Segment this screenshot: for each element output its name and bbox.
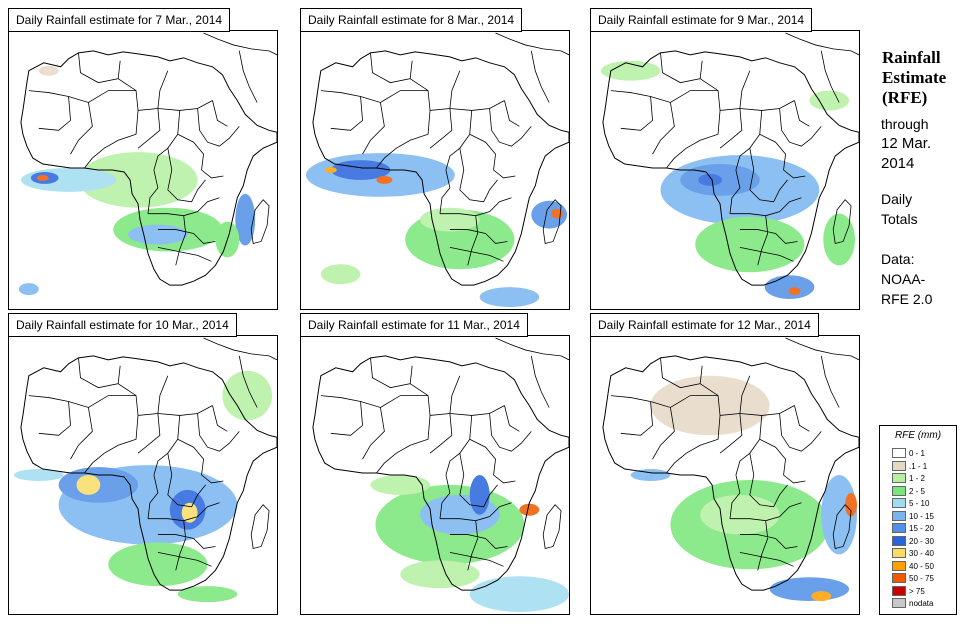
legend-label: 10 - 15	[909, 511, 934, 521]
data-source-2: RFE 2.0	[881, 291, 933, 307]
legend-swatch	[892, 510, 906, 521]
legend-swatch	[892, 448, 906, 458]
legend-label: 20 - 30	[909, 536, 934, 546]
panel-title: Daily Rainfall estimate for 11 Mar., 201…	[300, 313, 528, 337]
rainfall-map	[8, 30, 278, 310]
through-label: through	[881, 116, 929, 132]
legend-item: 0 - 1	[892, 448, 925, 459]
rainfall-map	[300, 30, 570, 310]
through-date-line-2: 2014	[881, 155, 915, 172]
rainfall-panel-mar-8: Daily Rainfall estimate for 8 Mar., 2014	[300, 8, 570, 310]
legend-swatch	[892, 548, 906, 558]
title-line-2: Estimate	[882, 68, 947, 87]
legend-swatch	[892, 473, 906, 483]
data-source-1: NOAA-	[881, 271, 926, 287]
legend-title: RFE (mm)	[894, 430, 942, 441]
legend-item: 1 - 2	[892, 473, 925, 484]
rainfall-panel-mar-11: Daily Rainfall estimate for 11 Mar., 201…	[300, 313, 570, 615]
rainfall-map	[590, 30, 860, 310]
legend-label: nodata	[909, 599, 934, 608]
rainfall-map	[300, 335, 570, 615]
legend-label: 1 - 2	[909, 474, 926, 483]
legend-label: 40 - 50	[909, 561, 934, 571]
panel-title: Daily Rainfall estimate for 10 Mar., 201…	[8, 313, 237, 337]
rainfall-panel-mar-9: Daily Rainfall estimate for 9 Mar., 2014	[590, 8, 860, 310]
legend-label: 30 - 40	[909, 549, 934, 558]
legend-item: 50 - 75	[892, 573, 934, 584]
rainfall-panel-mar-7: Daily Rainfall estimate for 7 Mar., 2014	[8, 8, 278, 310]
daily-label-1: Daily	[881, 191, 913, 207]
daily-label-2: Totals	[881, 211, 918, 227]
legend-swatch	[892, 523, 906, 533]
legend-item: 15 - 20	[892, 523, 934, 534]
legend-label: 15 - 20	[909, 524, 934, 533]
legend-item: 30 - 40	[892, 548, 934, 559]
legend-swatch	[892, 560, 906, 571]
legend-item: 40 - 50	[892, 560, 934, 572]
legend-item: .1 - 1	[892, 460, 928, 472]
legend-label: 2 - 5	[909, 486, 926, 496]
legend-label: 0 - 1	[909, 449, 926, 458]
title-line-3: (RFE)	[882, 88, 928, 107]
panel-title: Daily Rainfall estimate for 8 Mar., 2014	[300, 8, 523, 32]
legend-item: 5 - 10	[892, 498, 929, 509]
title-line-1: Rainfall	[882, 48, 941, 67]
data-label: Data:	[881, 251, 915, 267]
legend-item: 10 - 15	[892, 510, 934, 522]
legend-item: nodata	[892, 598, 933, 609]
rainfall-panel-mar-10: Daily Rainfall estimate for 10 Mar., 201…	[8, 313, 278, 615]
legend-label: 5 - 10	[909, 499, 930, 508]
rainfall-panel-mar-12: Daily Rainfall estimate for 12 Mar., 201…	[590, 313, 860, 615]
legend-swatch	[892, 535, 906, 546]
panel-title: Daily Rainfall estimate for 12 Mar., 201…	[590, 313, 819, 337]
sidebar-title: Rainfall Estimate (RFE)	[882, 48, 946, 108]
legend-label: > 75	[909, 586, 925, 596]
legend-label: 50 - 75	[909, 574, 934, 583]
legend-swatch	[892, 498, 906, 508]
legend-swatch	[892, 460, 906, 471]
legend-swatch	[892, 485, 906, 496]
legend-label: .1 - 1	[909, 461, 928, 471]
legend-swatch	[892, 573, 906, 583]
legend-item: 20 - 30	[892, 535, 934, 547]
panel-title: Daily Rainfall estimate for 7 Mar., 2014	[8, 8, 231, 32]
rainfall-map	[590, 335, 860, 615]
legend-swatch	[892, 598, 906, 608]
legend-swatch	[892, 585, 906, 596]
legend-item: 2 - 5	[892, 485, 926, 497]
legend-item: > 75	[892, 585, 925, 597]
panel-title: Daily Rainfall estimate for 9 Mar., 2014	[590, 8, 813, 32]
through-date-line-1: 12 Mar.	[881, 135, 932, 152]
rainfall-map	[8, 335, 278, 615]
rfe-legend: RFE (mm) 0 - 1 .1 - 1 1 - 2 2 - 5 5 - 10 10 -…	[879, 425, 957, 615]
